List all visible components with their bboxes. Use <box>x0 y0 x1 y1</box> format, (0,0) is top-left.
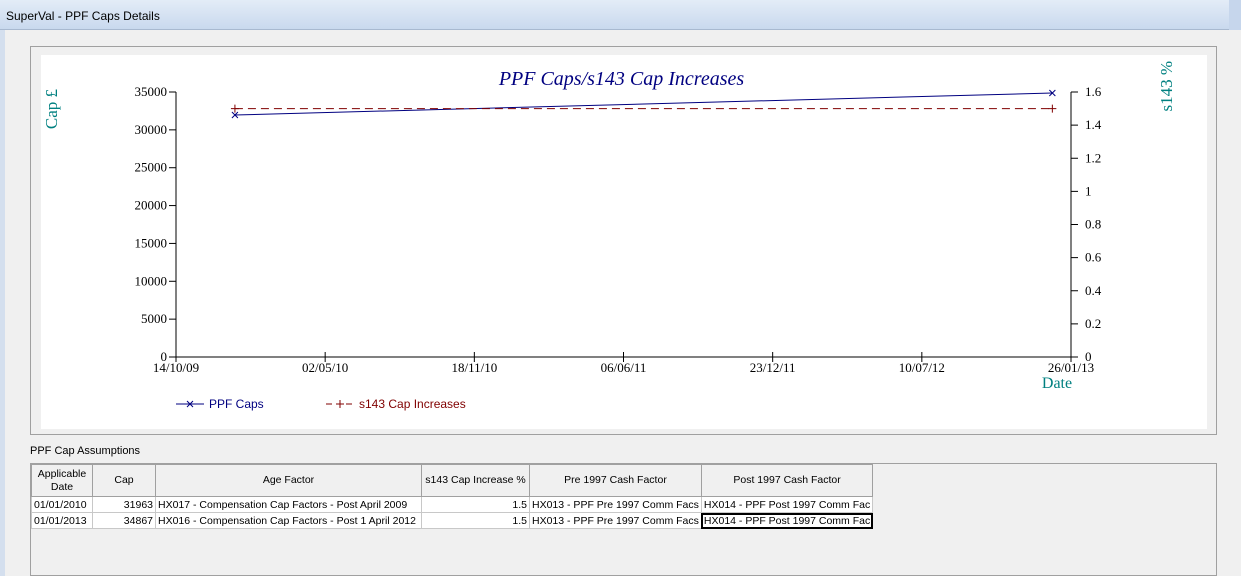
cell-post-1997[interactable]: HX014 - PPF Post 1997 Comm Fac <box>700 496 874 513</box>
window-edge <box>1229 0 1241 30</box>
cell-age-factor[interactable]: HX017 - Compensation Cap Factors - Post … <box>155 496 422 513</box>
legend-marker-ppf-caps <box>186 400 194 408</box>
y2-tick-label: 1 <box>1085 183 1092 198</box>
x-tick-label: 18/11/10 <box>451 360 497 375</box>
cell-applicable-date[interactable]: 01/01/2010 <box>31 496 93 513</box>
y-tick-label: 20000 <box>135 198 168 213</box>
y-tick-label: 0 <box>161 349 168 364</box>
x-tick-label: 10/07/12 <box>899 360 945 375</box>
legend-label-s143: s143 Cap Increases <box>359 397 466 411</box>
y2-tick-label: 0 <box>1085 349 1092 364</box>
assumptions-grid-panel: Applicable Date Cap Age Factor s143 Cap … <box>30 463 1217 576</box>
y-tick-label: 10000 <box>135 273 168 288</box>
data-point-ppf-caps <box>231 111 239 119</box>
y2-tick-label: 0.2 <box>1085 316 1101 331</box>
legend-label-ppf-caps: PPF Caps <box>209 397 264 411</box>
cell-s143[interactable]: 1.5 <box>421 512 530 529</box>
data-point-ppf-caps <box>1048 89 1056 97</box>
column-header-age-factor[interactable]: Age Factor <box>155 464 422 497</box>
window-left-edge <box>0 30 5 576</box>
title-bar: SuperVal - PPF Caps Details <box>0 0 1241 30</box>
y2-tick-label: 1.4 <box>1085 117 1102 132</box>
cell-s143[interactable]: 1.5 <box>421 496 530 513</box>
data-point-s143 <box>230 104 239 113</box>
column-header-s143[interactable]: s143 Cap Increase % <box>421 464 530 497</box>
y-tick-label: 15000 <box>135 235 168 250</box>
table-row[interactable]: 01/01/2013 34867 HX016 - Compensation Ca… <box>31 512 874 529</box>
column-header-pre-1997[interactable]: Pre 1997 Cash Factor <box>529 464 702 497</box>
y2-axis-label: s143 % <box>1157 61 1176 112</box>
table-row[interactable]: 01/01/2010 31963 HX017 - Compensation Ca… <box>31 496 874 513</box>
y2-tick-label: 1.2 <box>1085 150 1101 165</box>
ppf-cap-assumptions-label: PPF Cap Assumptions <box>30 445 141 457</box>
x-tick-label: 02/05/10 <box>302 360 348 375</box>
series-line-ppf-caps <box>234 92 1053 116</box>
column-header-post-1997[interactable]: Post 1997 Cash Factor <box>700 464 874 497</box>
y-tick-label: 35000 <box>135 84 168 99</box>
cell-age-factor[interactable]: HX016 - Compensation Cap Factors - Post … <box>155 512 422 529</box>
y-axis-label: Cap £ <box>42 89 61 129</box>
y-tick-label: 25000 <box>135 160 168 175</box>
y2-tick-label: 0.6 <box>1085 250 1102 265</box>
cell-post-1997[interactable]: HX014 - PPF Post 1997 Comm Fac <box>700 512 874 529</box>
column-header-cap[interactable]: Cap <box>92 464 156 497</box>
y2-tick-label: 0.8 <box>1085 217 1101 232</box>
cell-pre-1997[interactable]: HX013 - PPF Pre 1997 Comm Facs <box>529 512 702 529</box>
assumptions-table: Applicable Date Cap Age Factor s143 Cap … <box>31 464 874 529</box>
cell-cap[interactable]: 31963 <box>92 496 156 513</box>
table-header-row: Applicable Date Cap Age Factor s143 Cap … <box>31 464 874 497</box>
x-tick-label: 23/12/11 <box>750 360 796 375</box>
y-tick-label: 5000 <box>141 311 167 326</box>
legend-marker-s143 <box>336 400 344 408</box>
chart-svg: PPF Caps/s143 Cap Increases Cap £ s143 % Da… <box>42 61 1176 411</box>
cell-cap[interactable]: 34867 <box>92 512 156 529</box>
cell-pre-1997[interactable]: HX013 - PPF Pre 1997 Comm Facs <box>529 496 702 513</box>
y-tick-label: 30000 <box>135 122 168 137</box>
column-header-applicable-date[interactable]: Applicable Date <box>31 464 93 497</box>
x-axis-label: Date <box>1042 375 1072 392</box>
y2-tick-label: 1.6 <box>1085 84 1102 99</box>
data-point-s143 <box>1048 104 1057 113</box>
chart-title: PPF Caps/s143 Cap Increases <box>498 68 745 90</box>
chart-panel: PPF Caps/s143 Cap Increases Cap £ s143 % Da… <box>30 46 1217 435</box>
chart-area: PPF Caps/s143 Cap Increases Cap £ s143 % Da… <box>41 55 1207 429</box>
x-tick-label: 14/10/09 <box>153 360 199 375</box>
window-title: SuperVal - PPF Caps Details <box>6 9 160 23</box>
x-tick-label: 06/06/11 <box>601 360 647 375</box>
cell-applicable-date[interactable]: 01/01/2013 <box>31 512 93 529</box>
y2-tick-label: 0.4 <box>1085 283 1102 298</box>
x-tick-label: 26/01/13 <box>1048 360 1094 375</box>
